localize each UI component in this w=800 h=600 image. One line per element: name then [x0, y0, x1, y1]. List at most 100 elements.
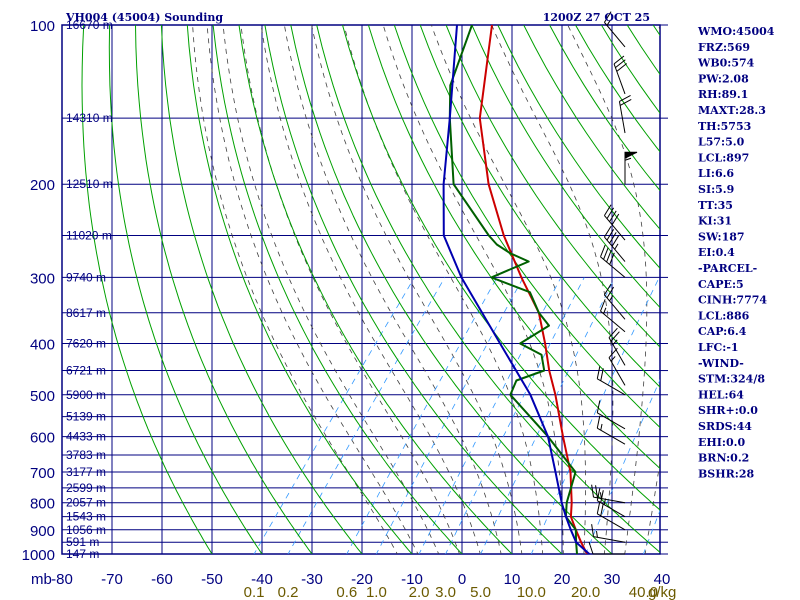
- height-label: 591 m: [66, 535, 99, 549]
- wind-barb: [604, 225, 626, 262]
- profiles: [442, 25, 591, 554]
- chart-title: VH004 (45004) Sounding: [65, 11, 223, 24]
- index-line: CAPE:5: [698, 278, 744, 291]
- height-label: 1056 m: [66, 523, 106, 537]
- pressure-tick-label: 200: [30, 177, 55, 194]
- wind-barb: [624, 151, 638, 185]
- height-label: 1543 m: [66, 510, 106, 524]
- mixing-ratio-label: 0.1: [244, 584, 265, 600]
- x-tick-label: 40: [654, 571, 671, 588]
- wind-barb: [596, 488, 626, 518]
- mixing-ratio-line: [585, 379, 660, 554]
- index-line: LCL:886: [698, 309, 750, 322]
- index-line: TH:5753: [698, 120, 751, 133]
- wind-barb: [596, 366, 626, 396]
- temperature-profile: [478, 25, 590, 554]
- wind-barb: [604, 283, 626, 320]
- pressure-tick-label: 400: [30, 336, 55, 353]
- index-line: BSHR:28: [698, 467, 754, 480]
- x-tick-label: -50: [201, 571, 223, 588]
- x-tick-label: 0: [458, 571, 466, 588]
- x-tick-label: -20: [351, 571, 373, 588]
- pressure-tick-label: 900: [30, 523, 55, 540]
- x-tick-label: 30: [604, 571, 621, 588]
- wind-barb: [588, 541, 625, 555]
- wind-barb: [604, 204, 626, 241]
- index-line: CINH:7774: [698, 294, 767, 307]
- mixing-ratio-label: 5.0: [470, 584, 491, 600]
- moist-adiabat: [567, 25, 648, 554]
- wind-barb: [618, 95, 632, 134]
- mixing-ratio-label: 0.6: [336, 584, 357, 600]
- height-label: 3783 m: [66, 448, 106, 462]
- wind-barb: [600, 244, 626, 278]
- wind-barb: [613, 55, 628, 95]
- mixing-ratio-line: [375, 277, 524, 554]
- index-line: WMO:45004: [697, 25, 775, 38]
- indices-panel: WMO:45004 FRZ:569 WB0:574 PW:2.08 RH:89.1 MAX…: [697, 25, 775, 480]
- dry-adiabat: [367, 25, 660, 470]
- pressure-tick-label: 800: [30, 496, 55, 513]
- pressure-tick-label: 300: [30, 270, 55, 287]
- height-label: 147 m: [66, 547, 99, 561]
- mixing-ratio-line: [287, 277, 446, 554]
- wind-barb: [596, 400, 626, 430]
- dewpoint-profile: [448, 25, 578, 554]
- index-line: L57:5.0: [698, 136, 745, 149]
- index-line: BRN:0.2: [698, 452, 749, 465]
- index-line: STM:324/8: [698, 373, 765, 386]
- index-line: MAXT:28.3: [698, 104, 766, 117]
- mixing-ratio-line: [445, 277, 585, 554]
- moist-adiabats: [192, 25, 660, 554]
- height-label: 4433 m: [66, 430, 106, 444]
- chart-datetime: 1200Z 27 OCT 25: [543, 11, 650, 24]
- height-label: 14310 m: [66, 111, 113, 125]
- moist-adiabat: [343, 25, 544, 554]
- wind-barb: [591, 484, 626, 504]
- height-label: 2057 m: [66, 496, 106, 510]
- moist-adiabat: [491, 25, 614, 554]
- height-label: 16670 m: [66, 18, 113, 32]
- index-line: -PARCEL-: [698, 262, 757, 275]
- moist-adiabat: [311, 25, 523, 554]
- index-line: EHI:0.0: [698, 436, 745, 449]
- wind-barb: [600, 299, 626, 333]
- height-label: 8617 m: [66, 306, 106, 320]
- index-line: LI:6.6: [698, 167, 734, 180]
- dry-adiabat: [497, 25, 660, 270]
- index-line: SRDS:44: [698, 420, 752, 433]
- moist-adiabat: [260, 25, 481, 554]
- dry-adiabat: [445, 25, 660, 348]
- dry-adiabat: [419, 25, 660, 388]
- moist-adiabat: [192, 25, 398, 554]
- index-line: SW:187: [698, 230, 745, 243]
- moist-adiabat: [206, 25, 419, 554]
- x-tick-label: -60: [151, 571, 173, 588]
- height-label: 2599 m: [66, 481, 106, 495]
- x-tick-label: -70: [101, 571, 123, 588]
- index-line: WB0:574: [697, 57, 755, 70]
- mixing-ratio-line: [346, 277, 498, 554]
- wind-barb: [596, 501, 626, 531]
- axis-labels: -80 -70 -60 -50 -40 -30 -20 -10 0 10 20 30 40 100 200 3…: [22, 18, 671, 600]
- dry-adiabat: [264, 25, 563, 554]
- moist-adiabat: [222, 25, 440, 554]
- index-line: RH:89.1: [698, 88, 748, 101]
- height-label: 7620 m: [66, 336, 106, 350]
- dry-adiabat: [108, 25, 263, 554]
- index-line: FRZ:569: [698, 41, 750, 54]
- mixing-unit-label: g/kg: [648, 584, 676, 600]
- wind-barb: [608, 327, 626, 366]
- wind-barb: [604, 11, 626, 48]
- moist-adiabat: [382, 25, 564, 554]
- pressure-tick-label: 500: [30, 388, 55, 405]
- x-tick-label: -10: [401, 571, 423, 588]
- height-label: 5900 m: [66, 388, 106, 402]
- height-label: 9740 m: [66, 270, 106, 284]
- mixing-ratio-label: 0.2: [278, 584, 299, 600]
- index-line: LFC:-1: [698, 341, 739, 354]
- mixing-ratio-line: [530, 277, 660, 554]
- dry-adiabat: [316, 25, 660, 553]
- dry-adiabat: [135, 25, 313, 554]
